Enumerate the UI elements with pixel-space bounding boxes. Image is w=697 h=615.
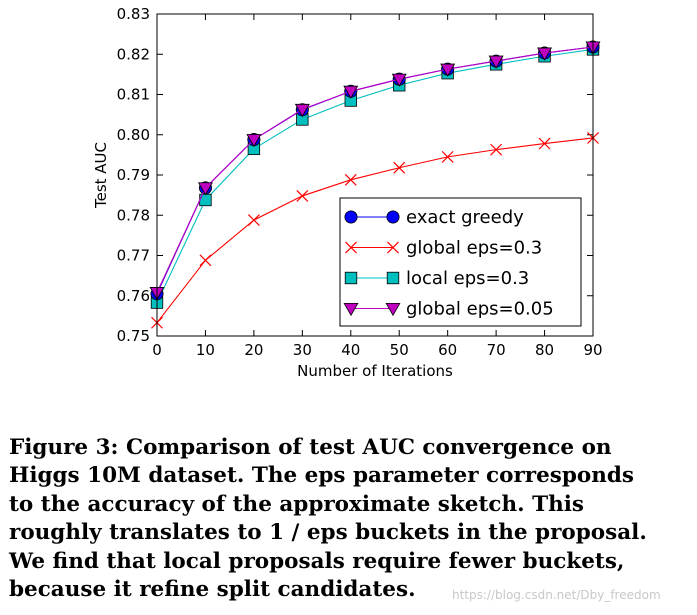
y-tick-label: 0.79 (117, 166, 150, 184)
y-axis-label: Test AUC (92, 142, 110, 209)
y-tick-label: 0.76 (117, 287, 150, 305)
x-tick-label: 60 (438, 341, 457, 359)
data-point (537, 47, 553, 61)
x-tick-label: 30 (293, 341, 312, 359)
x-axis: 0 10 20 30 40 50 60 70 80 90 (152, 14, 603, 359)
data-point (294, 103, 310, 117)
legend-marker (385, 302, 401, 317)
data-point (296, 189, 309, 202)
data-point (490, 143, 503, 156)
data-point (391, 73, 407, 87)
figure-caption: Figure 3: Comparison of test AUC converg… (9, 434, 691, 604)
data-point (344, 173, 357, 186)
x-tick-label: 10 (196, 341, 215, 359)
legend-entry: global eps=0.05 (343, 299, 554, 320)
series-line (156, 137, 594, 324)
legend-entry: local eps=0.3 (344, 268, 529, 289)
caption-line: to the accuracy of the approximate sketc… (9, 491, 584, 517)
legend-entry: exact greedy (344, 207, 524, 228)
y-tick-label: 0.80 (117, 126, 150, 144)
data-point (441, 150, 454, 163)
x-tick-label: 80 (535, 341, 554, 359)
x-axis-label: Number of Iterations (297, 362, 453, 380)
legend-entry: global eps=0.3 (345, 238, 542, 259)
data-point (247, 214, 260, 227)
legend-box (339, 197, 582, 327)
x-tick-label: 90 (583, 341, 602, 359)
legend: exact greedy global eps=0.3 local eps=0.3 g… (339, 197, 582, 327)
plot-frame (156, 13, 594, 337)
x-tick-label: 0 (152, 341, 162, 359)
legend-marker (387, 241, 399, 254)
data-point (538, 137, 551, 150)
data-point (343, 85, 359, 99)
x-tick-label: 50 (390, 341, 409, 359)
legend-label: local eps=0.3 (406, 268, 529, 289)
y-tick-label: 0.81 (117, 86, 150, 104)
legend-marker (344, 271, 358, 285)
legend-marker (386, 210, 400, 224)
legend-marker (344, 210, 358, 224)
series-line (156, 48, 594, 303)
series-global-eps-0-05 (149, 41, 601, 301)
legend-marker (343, 302, 359, 317)
x-tick-label: 40 (341, 341, 360, 359)
legend-marker (386, 271, 400, 285)
x-tick-label: 70 (487, 341, 506, 359)
y-tick-label: 0.75 (117, 327, 150, 345)
caption-line: Figure 3: Comparison of test AUC converg… (9, 435, 612, 460)
caption-line: Higgs 10M dataset. The eps parameter cor… (9, 463, 635, 489)
chart: 0 10 20 30 40 50 60 70 80 90 0.75 0.76 0.77 0.78 0.79… (92, 5, 603, 380)
y-tick-label: 0.78 (117, 206, 150, 224)
watermark: https://blog.csdn.net/Dby_freedom (452, 588, 661, 602)
series-line (156, 46, 594, 293)
y-tick-label: 0.83 (117, 5, 150, 23)
series-global-eps-0-3 (151, 132, 599, 329)
y-tick-label: 0.82 (117, 45, 150, 63)
data-point (246, 134, 262, 148)
legend-label: exact greedy (406, 207, 524, 228)
caption-line: We find that local proposals require few… (9, 548, 625, 574)
caption-line: roughly translates to 1 / eps buckets in… (9, 520, 647, 546)
data-point (393, 161, 406, 174)
legend-marker (345, 241, 357, 254)
caption-line: because it refine split candidates. (9, 577, 416, 603)
y-tick-label: 0.77 (117, 247, 150, 265)
x-tick-label: 20 (244, 341, 263, 359)
data-point (440, 63, 456, 77)
legend-label: global eps=0.3 (406, 238, 542, 259)
legend-label: global eps=0.05 (406, 299, 554, 320)
data-point (197, 182, 213, 196)
data-point (488, 55, 504, 69)
y-axis: 0.75 0.76 0.77 0.78 0.79 0.80 0.81 0.82 0.83 (117, 5, 593, 345)
data-point (199, 254, 212, 267)
